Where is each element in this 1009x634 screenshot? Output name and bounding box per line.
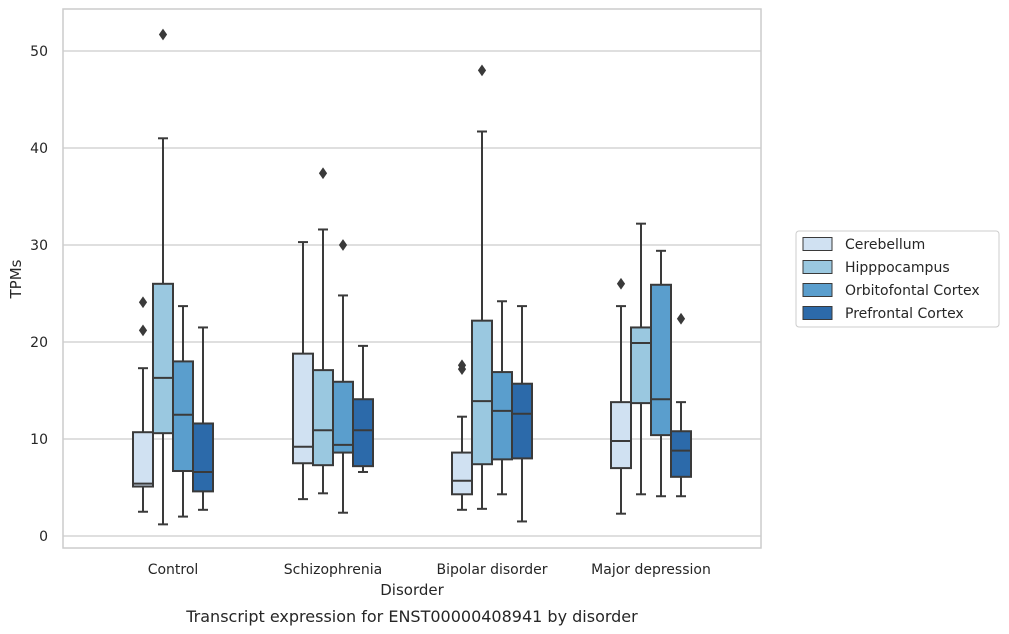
legend-swatch <box>802 283 833 297</box>
legend-label: Cerebellum <box>845 237 925 253</box>
outlier-point <box>477 64 487 77</box>
y-tick-label: 0 <box>39 529 48 545</box>
legend-label: Orbitofontal Cortex <box>845 283 980 299</box>
box <box>172 360 194 473</box>
y-axis-ticks: 0 10 20 30 40 50 <box>30 44 48 545</box>
legend: Cerebellum Hipppocampus Orbitofontal Corte… <box>795 230 1000 328</box>
x-tick-label: Major depression <box>591 562 711 578</box>
y-tick-label: 10 <box>30 432 48 448</box>
outlier-point <box>318 167 328 180</box>
box <box>132 431 154 488</box>
series-hipppocampus <box>152 28 652 526</box>
box <box>332 380 354 454</box>
outlier-point <box>138 324 148 337</box>
box <box>152 282 174 435</box>
box <box>312 369 334 467</box>
y-axis-label: TPMs <box>7 259 25 299</box>
y-tick-label: 40 <box>30 141 48 157</box>
box <box>610 401 632 470</box>
box <box>511 382 533 460</box>
outlier-point <box>138 296 148 309</box>
box <box>670 430 692 478</box>
series-cerebellum <box>132 241 632 515</box>
x-tick-label: Bipolar disorder <box>436 562 547 578</box>
boxplot-series <box>132 28 692 526</box>
box <box>491 371 513 461</box>
x-tick-label: Control <box>148 562 199 578</box>
outlier-point <box>457 359 467 372</box>
legend-swatch <box>802 237 833 251</box>
y-tick-label: 30 <box>30 238 48 254</box>
box <box>650 283 672 437</box>
box <box>471 319 493 466</box>
outlier-point <box>676 312 686 325</box>
outlier-point <box>338 239 348 251</box>
y-tick-label: 20 <box>30 335 48 351</box>
legend-swatch <box>802 260 833 274</box>
x-axis-label: Disorder <box>380 581 444 599</box>
outlier-point <box>616 277 626 290</box>
box <box>192 422 214 493</box>
box <box>451 451 473 496</box>
x-axis-ticks: Control Schizophrenia Bipolar disorder Majo… <box>148 562 711 578</box>
legend-swatch <box>802 306 833 320</box>
box <box>630 326 652 405</box>
y-tick-label: 50 <box>30 44 48 60</box>
plot-frame <box>62 8 762 549</box>
x-tick-label: Schizophrenia <box>284 562 382 578</box>
series-prefrontal-cortex <box>192 305 692 523</box>
outlier-point <box>158 28 168 41</box>
figure-caption: Transcript expression for ENST0000040894… <box>185 607 638 626</box>
legend-label: Prefrontal Cortex <box>845 306 964 322</box>
series-orbitofontal-cortex <box>172 239 672 518</box>
legend-label: Hipppocampus <box>845 260 950 276</box>
box <box>352 398 374 468</box>
legend-frame <box>795 230 1000 328</box>
